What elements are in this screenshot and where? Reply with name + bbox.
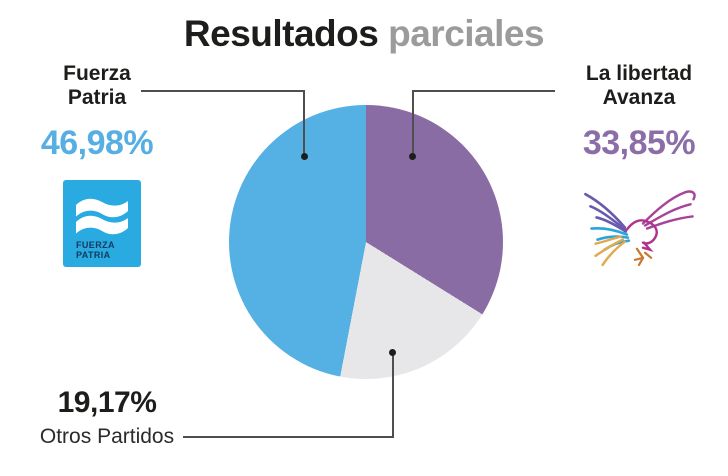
fuerza-patria-logo-text-line2: PATRIA: [76, 250, 111, 260]
la-libertad-avanza-logo: [580, 177, 702, 274]
callout-line-fuerza-patria-horizontal: [141, 90, 305, 92]
callout-line-otros-vertical: [392, 352, 394, 438]
label-otros-partidos-block: 19,17% Otros Partidos: [22, 386, 192, 449]
title-word-gray: parciales: [388, 13, 545, 54]
fuerza-patria-flag-icon: FUERZA PATRIA: [63, 180, 141, 267]
callout-line-la-libertad-horizontal: [412, 90, 555, 92]
label-la-libertad-line1: La libertad: [585, 62, 693, 85]
callout-dot-la-libertad: [409, 153, 416, 160]
label-fuerza-patria-line2: Patria: [67, 85, 127, 109]
callout-line-fuerza-patria-vertical: [303, 90, 305, 157]
label-la-libertad-line2: Avanza: [602, 85, 676, 109]
callout-dot-fuerza-patria: [301, 153, 308, 160]
fuerza-patria-logo-text-line1: FUERZA: [76, 240, 115, 250]
label-fuerza-patria-line1: Fuerza: [63, 62, 131, 85]
page-title: Resultados parciales: [0, 13, 728, 55]
callout-line-otros-horizontal: [183, 436, 394, 438]
label-la-libertad-avanza: La libertad Avanza: [555, 62, 723, 109]
value-otros-pct: 19,17%: [57, 386, 157, 419]
pie-chart: [229, 105, 503, 379]
callout-line-la-libertad-vertical: [412, 90, 414, 157]
callout-dot-otros: [389, 349, 396, 356]
value-la-libertad-pct: 33,85%: [582, 124, 696, 162]
fuerza-patria-logo: FUERZA PATRIA: [63, 180, 141, 267]
label-fuerza-patria: Fuerza Patria: [17, 62, 177, 109]
label-otros-partidos: Otros Partidos: [39, 425, 175, 448]
value-fuerza-patria-pct: 46,98%: [40, 124, 154, 162]
title-word-black: Resultados: [183, 13, 379, 54]
eagle-icon: [584, 190, 696, 267]
